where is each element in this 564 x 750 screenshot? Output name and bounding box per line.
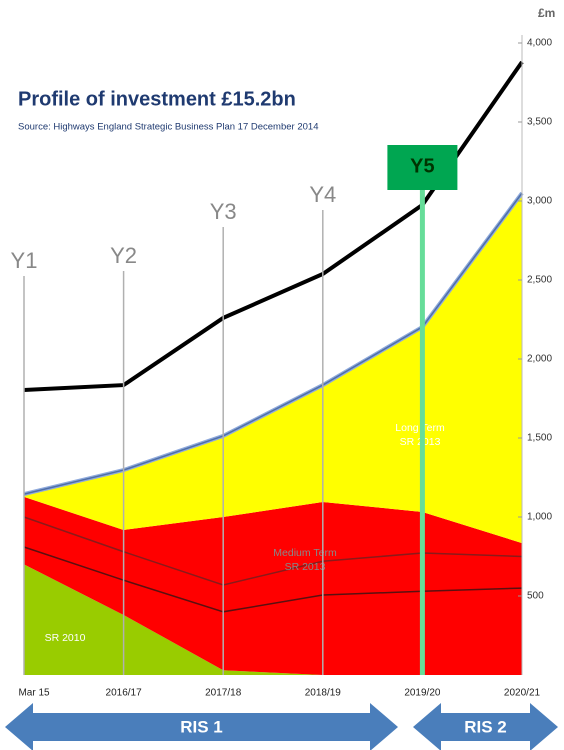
- x-tick-label: 2016/17: [106, 688, 143, 699]
- series-label: SR 2010: [45, 632, 86, 644]
- chart-title: Profile of investment £15.2bn: [18, 88, 296, 110]
- y-tick-label: 500: [527, 591, 544, 602]
- period-label: RIS 2: [464, 717, 507, 736]
- area: [24, 193, 522, 544]
- chart-subtitle: Source: Highways England Strategic Busin…: [18, 122, 318, 133]
- y-tick-label: 2,500: [527, 275, 552, 286]
- year-marker-label: Y4: [309, 182, 336, 207]
- y-axis-label: £m: [538, 6, 555, 20]
- y-tick-label: 3,500: [527, 117, 552, 128]
- area: [24, 496, 522, 675]
- year-marker-label: Y1: [11, 248, 38, 273]
- series-label-part: Medium Term: [273, 547, 337, 559]
- year-marker-label: Y3: [210, 199, 237, 224]
- y-tick-label: 2,000: [527, 354, 552, 365]
- period-label: RIS 1: [180, 717, 223, 736]
- y-tick-label: 1,500: [527, 433, 552, 444]
- year-marker-label: Y5: [410, 155, 434, 177]
- year-marker-label: Y2: [110, 243, 137, 268]
- line: [23, 546, 523, 613]
- x-tick-label: 2019/20: [404, 688, 441, 699]
- x-tick-label: 2020/21: [504, 688, 541, 699]
- period-arrow: [413, 703, 558, 750]
- stack-top-line: [23, 192, 523, 495]
- y-tick-label: 1,000: [527, 512, 552, 523]
- x-tick-label: 2018/19: [305, 688, 342, 699]
- x-tick-label: Mar 15: [18, 688, 50, 699]
- series-label: Medium Term SR 2013: [273, 547, 337, 573]
- period-arrow: [5, 703, 398, 750]
- area: [24, 564, 522, 675]
- year-marker-box: [387, 145, 458, 190]
- x-tick-label: 2017/18: [205, 688, 242, 699]
- y-tick-label: 3,000: [527, 196, 552, 207]
- line: [23, 516, 523, 586]
- series-label-part: SR 2013: [285, 561, 326, 573]
- y-tick-label: 4,000: [527, 38, 552, 49]
